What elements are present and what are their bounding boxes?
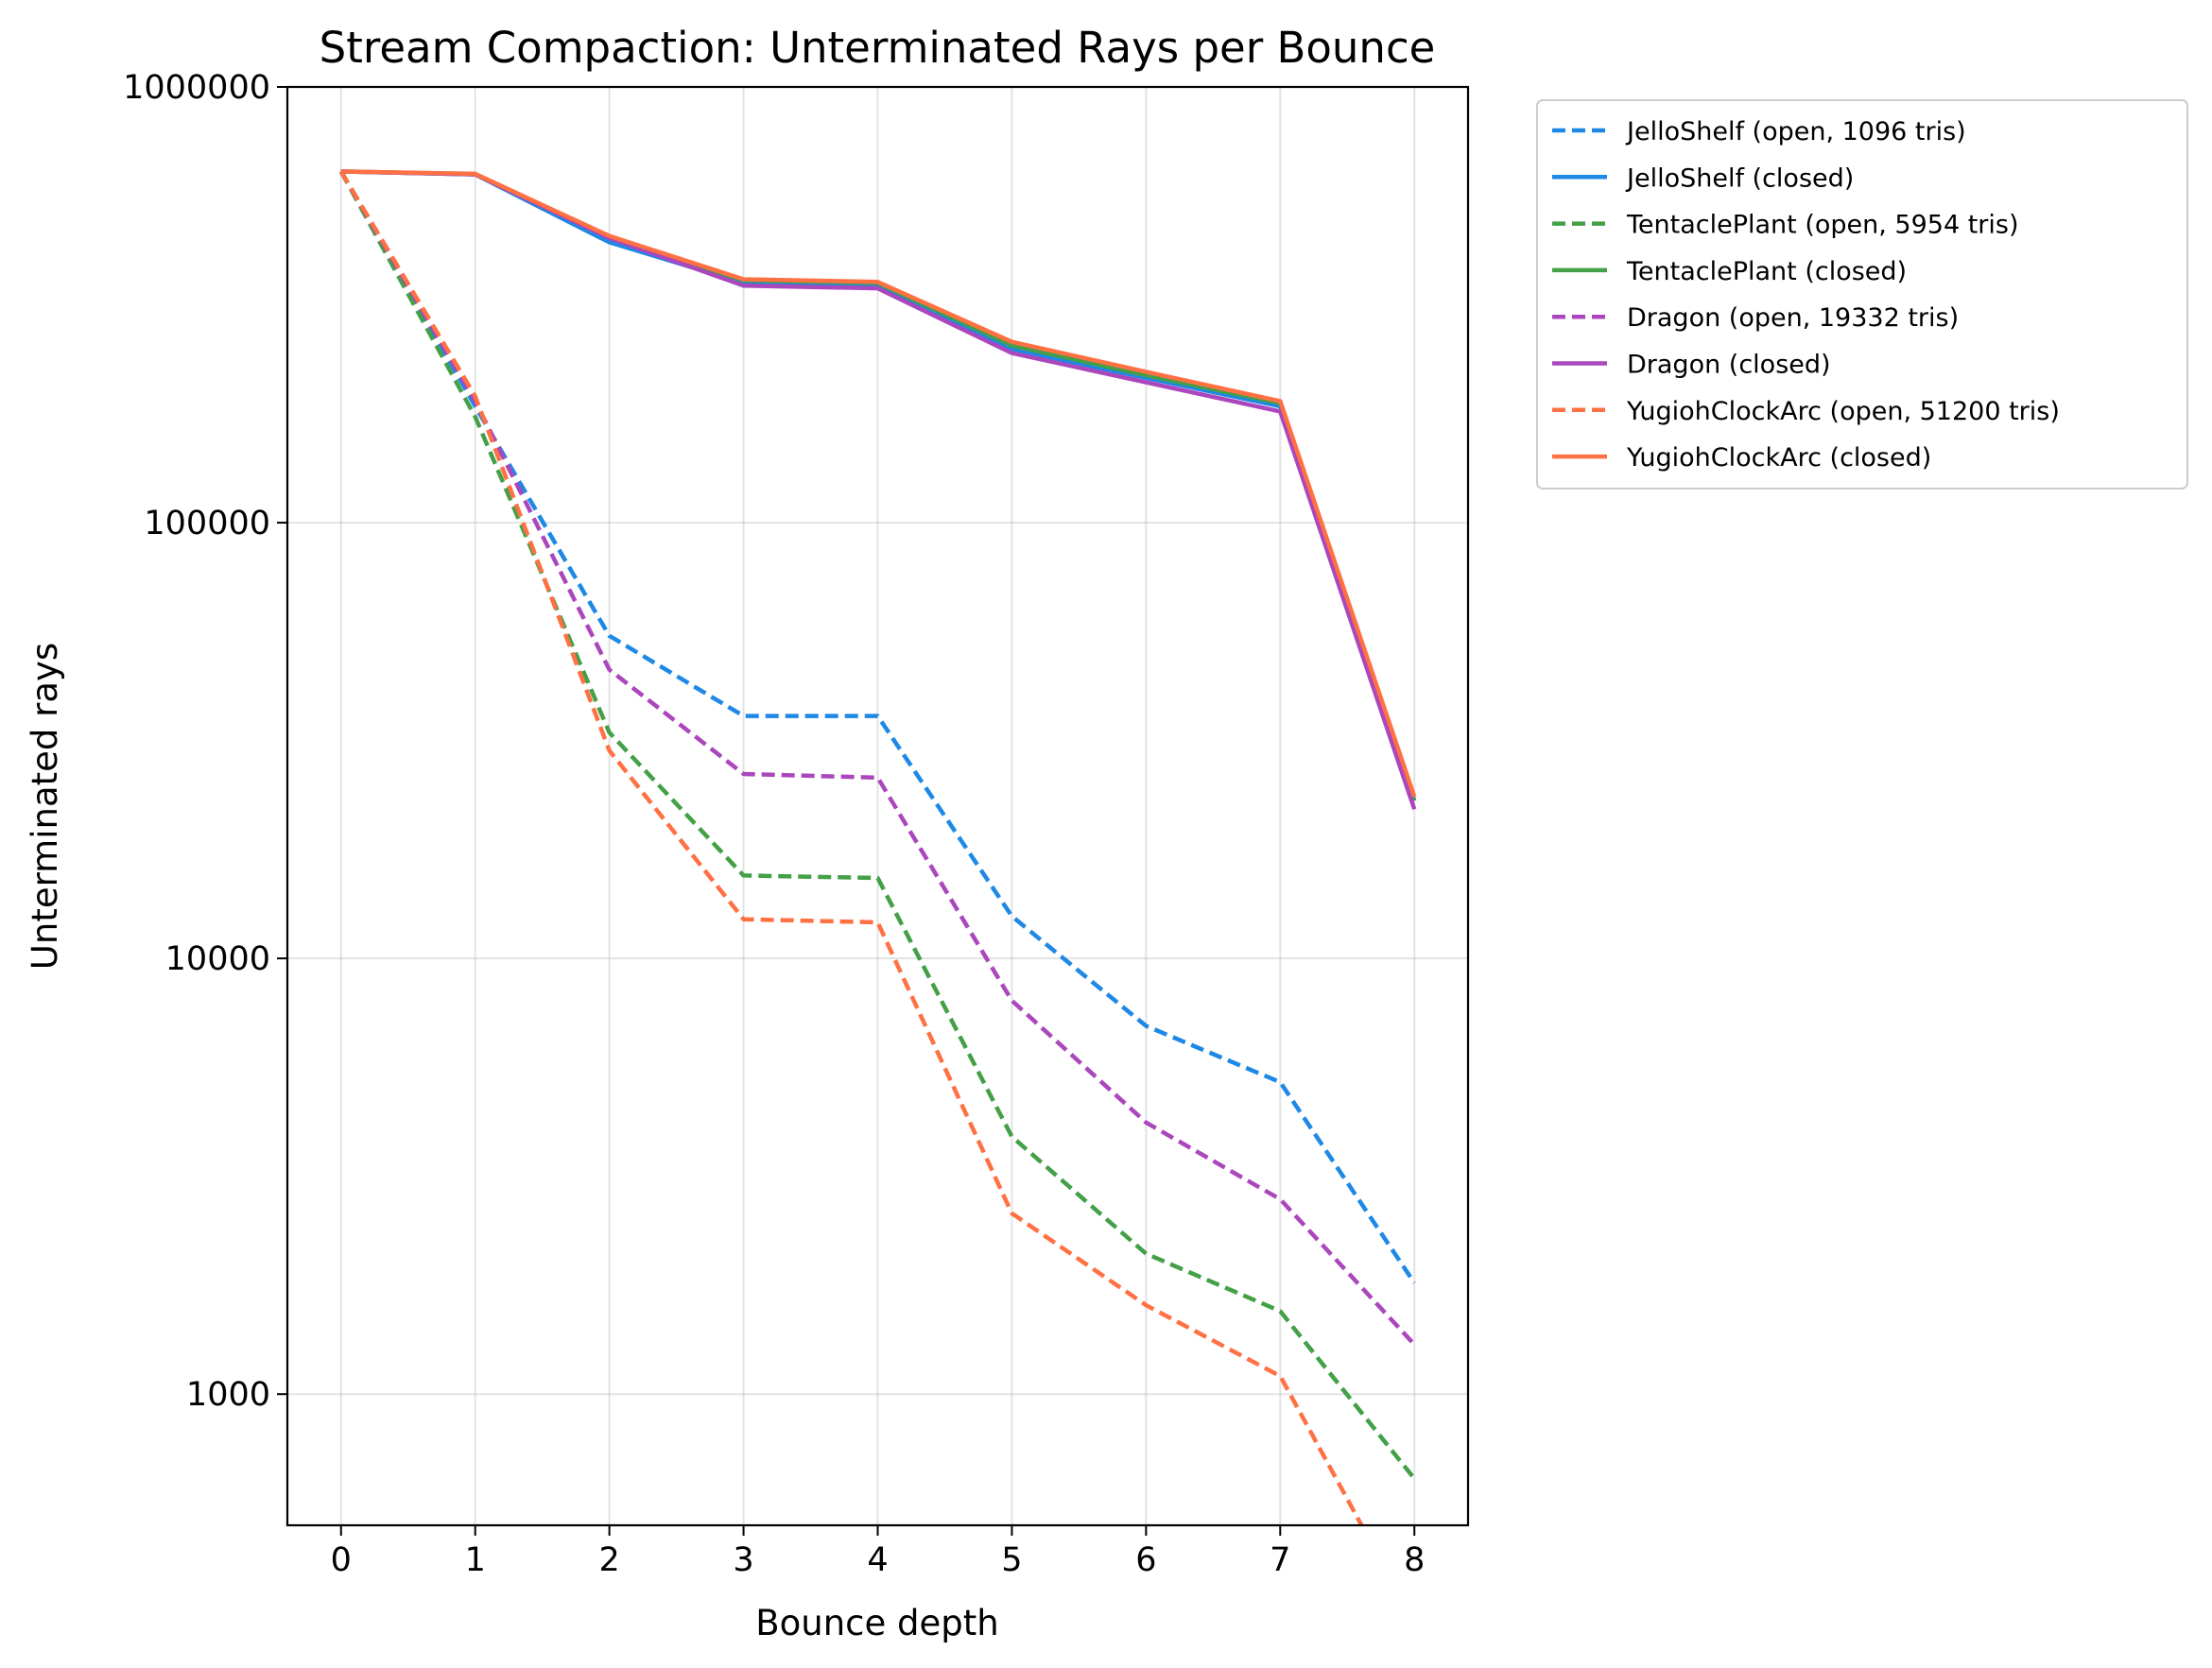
legend: JelloShelf (open, 1096 tris) JelloShelf (… [1536, 99, 2188, 490]
legend-label: JelloShelf (open, 1096 tris) [1625, 117, 1966, 146]
grid-lines [287, 86, 1468, 1525]
x-tick-label: 4 [867, 1541, 888, 1579]
series-lines [338, 169, 1417, 1525]
series-line-yugiohclockarc-open-51200-tris [338, 170, 1364, 1525]
x-tick-label: 8 [1404, 1541, 1425, 1579]
series-line-tentacleplant-open-5954-tris [338, 170, 1416, 1481]
x-axis-label: Bounce depth [755, 1603, 998, 1643]
legend-box [1536, 99, 2188, 490]
x-tick-label: 2 [598, 1541, 619, 1579]
series-line-dragon-open-19332-tris [338, 170, 1416, 1347]
y-tick-label: 1000 [186, 1376, 270, 1414]
legend-label: Dragon (closed) [1627, 351, 1831, 380]
x-tick-label: 0 [331, 1541, 352, 1579]
y-tick-label: 1000000 [123, 69, 270, 107]
x-tick-label: 7 [1270, 1541, 1290, 1579]
x-tick-label: 1 [465, 1541, 486, 1579]
legend-label: YugiohClockArc (closed) [1626, 443, 1931, 473]
y-axis-label: Unterminated rays [25, 643, 65, 970]
legend-label: YugiohClockArc (open, 51200 tris) [1626, 397, 2060, 426]
legend-label: Dragon (open, 19332 tris) [1627, 303, 1959, 333]
y-tick-label: 10000 [165, 940, 270, 978]
legend-label: JelloShelf (closed) [1625, 163, 1854, 193]
legend-label: TentaclePlant (closed) [1626, 257, 1907, 286]
series-line-jelloshelf-open-1096-tris [338, 170, 1417, 1284]
chart-title: Stream Compaction: Unterminated Rays per… [320, 23, 1436, 73]
x-tick-label: 3 [733, 1541, 753, 1579]
x-tick-label: 6 [1135, 1541, 1156, 1579]
series-line-yugiohclockarc-closed [340, 169, 1417, 798]
y-tick-label: 100000 [144, 505, 270, 542]
x-tick-label: 5 [1001, 1541, 1022, 1579]
legend-label: TentaclePlant (open, 5954 tris) [1626, 211, 2019, 240]
x-axis-ticks: 0 1 2 3 4 5 6 7 8 [331, 1525, 1425, 1579]
y-axis-ticks: 1000 10000 100000 1000000 [123, 69, 287, 1414]
